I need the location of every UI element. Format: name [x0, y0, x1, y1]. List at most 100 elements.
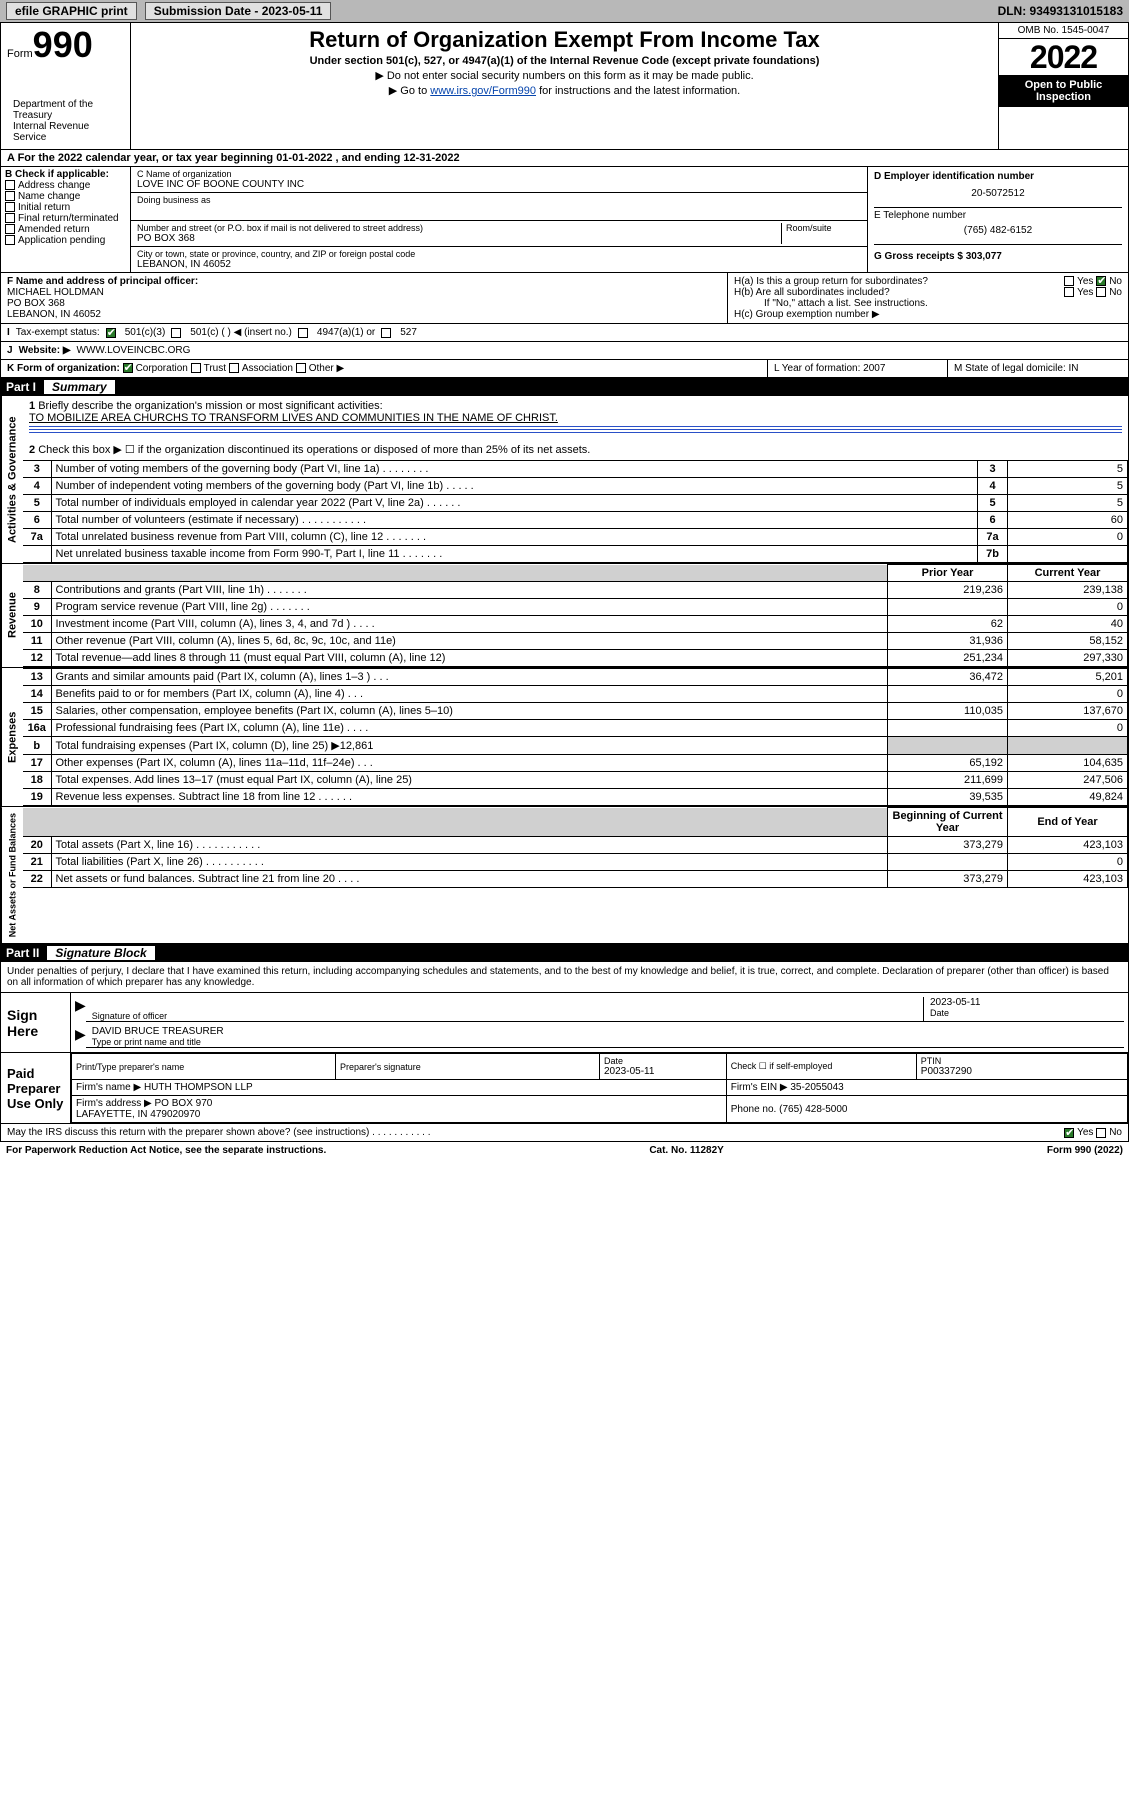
- table-row: 20Total assets (Part X, line 16) . . . .…: [23, 837, 1128, 854]
- cb-discuss-no[interactable]: [1096, 1128, 1106, 1138]
- city-label: City or town, state or province, country…: [137, 249, 861, 259]
- paid-preparer-label: Paid Preparer Use Only: [1, 1053, 71, 1123]
- note-1: ▶ Do not enter social security numbers o…: [141, 69, 988, 82]
- part-ii-bar: Part II Signature Block: [0, 944, 1129, 962]
- cb-501c3[interactable]: [106, 328, 116, 338]
- open-to-public: Open to Public Inspection: [999, 75, 1128, 107]
- officer-label: F Name and address of principal officer:: [7, 276, 721, 287]
- arrow-icon-2: ▶: [75, 1026, 86, 1048]
- footer-left: For Paperwork Reduction Act Notice, see …: [6, 1145, 326, 1156]
- mission-value: TO MOBILIZE AREA CHURCHS TO TRANSFORM LI…: [29, 412, 558, 424]
- state-domicile: M State of legal domicile: IN: [948, 360, 1128, 377]
- efile-button[interactable]: efile GRAPHIC print: [6, 2, 137, 20]
- row-i-tax-status: I Tax-exempt status: 501(c)(3) 501(c) ( …: [0, 324, 1129, 342]
- cb-corp[interactable]: [123, 363, 133, 373]
- table-row: 19Revenue less expenses. Subtract line 1…: [23, 789, 1128, 806]
- footer: For Paperwork Reduction Act Notice, see …: [0, 1142, 1129, 1159]
- pth-4: PTIN: [921, 1056, 1123, 1066]
- discuss-text: May the IRS discuss this return with the…: [7, 1127, 431, 1138]
- table-row: 11Other revenue (Part VIII, column (A), …: [23, 633, 1128, 650]
- tax-status-label: Tax-exempt status:: [16, 327, 100, 338]
- checkbox-address-change[interactable]: Address change: [5, 180, 126, 191]
- h-b: H(b) Are all subordinates included? Yes …: [734, 287, 1122, 298]
- firm-ein-label: Firm's EIN ▶: [731, 1082, 788, 1093]
- part-i-label: Part I: [6, 380, 36, 394]
- preparer-table: Print/Type preparer's name Preparer's si…: [71, 1053, 1128, 1123]
- h-c: H(c) Group exemption number ▶: [734, 309, 1122, 320]
- checkbox-final-return[interactable]: Final return/terminated: [5, 213, 126, 224]
- discuss-yes: Yes: [1077, 1127, 1093, 1138]
- revenue-section: Revenue Prior Year Current Year 8Contrib…: [0, 564, 1129, 668]
- part-ii-title: Signature Block: [47, 946, 154, 960]
- sign-here-label: Sign Here: [1, 993, 71, 1052]
- table-row: Net unrelated business taxable income fr…: [23, 546, 1128, 563]
- cb-527[interactable]: [381, 328, 391, 338]
- note-2: ▶ Go to www.irs.gov/Form990 for instruct…: [141, 84, 988, 97]
- cb-discuss-yes[interactable]: [1064, 1128, 1074, 1138]
- note2-post: for instructions and the latest informat…: [536, 85, 740, 97]
- table-row: 9Program service revenue (Part VIII, lin…: [23, 599, 1128, 616]
- phone-label: E Telephone number: [874, 210, 1122, 221]
- footer-mid: Cat. No. 11282Y: [649, 1145, 723, 1156]
- col-b-title: B Check if applicable:: [5, 169, 126, 180]
- city-value: LEBANON, IN 46052: [137, 259, 861, 270]
- ptv-4: P00337290: [921, 1066, 1123, 1077]
- cb-4947[interactable]: [298, 328, 308, 338]
- note2-pre: ▶ Go to: [389, 85, 430, 97]
- row-f-h: F Name and address of principal officer:…: [0, 273, 1129, 324]
- checkbox-application-pending[interactable]: Application pending: [5, 235, 126, 246]
- sidelabel-governance: Activities & Governance: [1, 396, 23, 563]
- net-assets-section: Net Assets or Fund Balances Beginning of…: [0, 807, 1129, 944]
- cb-assoc[interactable]: [229, 363, 239, 373]
- sig-date-value: 2023-05-11: [930, 997, 1124, 1008]
- checkbox-amended-return[interactable]: Amended return: [5, 224, 126, 235]
- firm-phone-label: Phone no.: [731, 1104, 777, 1115]
- h-b-note: If "No," attach a list. See instructions…: [734, 298, 1122, 309]
- tax-year: 2022: [999, 39, 1128, 75]
- firm-phone-value: (765) 428-5000: [779, 1104, 847, 1115]
- dln-label: DLN: 93493131015183: [998, 4, 1123, 18]
- row-klm: K Form of organization: Corporation Trus…: [0, 360, 1129, 378]
- signature-block: Under penalties of perjury, I declare th…: [0, 962, 1129, 1142]
- form-subtitle: Under section 501(c), 527, or 4947(a)(1)…: [141, 55, 988, 67]
- year-formation: L Year of formation: 2007: [768, 360, 948, 377]
- net-assets-table: Beginning of Current Year End of Year 20…: [23, 807, 1128, 888]
- sig-date-label: Date: [930, 1008, 1124, 1018]
- sig-name-value: DAVID BRUCE TREASURER: [92, 1026, 1124, 1037]
- expenses-section: Expenses 13Grants and similar amounts pa…: [0, 668, 1129, 807]
- form-title: Return of Organization Exempt From Incom…: [141, 27, 988, 53]
- website-label: Website: ▶: [19, 345, 71, 356]
- revenue-table: Prior Year Current Year 8Contributions a…: [23, 564, 1128, 667]
- table-row: 12Total revenue—add lines 8 through 11 (…: [23, 650, 1128, 667]
- table-row: 13Grants and similar amounts paid (Part …: [23, 669, 1128, 686]
- cb-trust[interactable]: [191, 363, 201, 373]
- room-label: Room/suite: [786, 223, 861, 233]
- sig-name-label: Type or print name and title: [92, 1037, 1124, 1047]
- firm-name-value: HUTH THOMPSON LLP: [144, 1082, 253, 1093]
- table-row: 15Salaries, other compensation, employee…: [23, 703, 1128, 720]
- checkbox-initial-return[interactable]: Initial return: [5, 202, 126, 213]
- instructions-link[interactable]: www.irs.gov/Form990: [430, 85, 536, 97]
- expenses-table: 13Grants and similar amounts paid (Part …: [23, 668, 1128, 806]
- table-row: 22Net assets or fund balances. Subtract …: [23, 871, 1128, 888]
- opt-501c3: 501(c)(3): [125, 327, 166, 338]
- submission-date-button[interactable]: Submission Date - 2023-05-11: [145, 2, 332, 20]
- org-name-label: C Name of organization: [137, 169, 861, 179]
- org-name-value: LOVE INC OF BOONE COUNTY INC: [137, 179, 861, 190]
- head-begin-year: Beginning of Current Year: [888, 808, 1008, 837]
- cb-501c[interactable]: [171, 328, 181, 338]
- head-current-year: Current Year: [1008, 565, 1128, 582]
- discuss-no: No: [1109, 1127, 1122, 1138]
- sidelabel-net-assets: Net Assets or Fund Balances: [1, 807, 23, 943]
- head-end-year: End of Year: [1008, 808, 1128, 837]
- form-prefix: Form: [7, 48, 33, 60]
- part-i-bar: Part I Summary: [0, 378, 1129, 396]
- head-prior-year: Prior Year: [888, 565, 1008, 582]
- line-2: Check this box ▶ ☐ if the organization d…: [38, 444, 590, 456]
- firm-name-label: Firm's name ▶: [76, 1082, 141, 1093]
- checkbox-name-change[interactable]: Name change: [5, 191, 126, 202]
- department-label: Department of the Treasury Internal Reve…: [7, 97, 124, 145]
- website-value: WWW.LOVEINCBC.ORG: [77, 345, 191, 356]
- ptv-2: 2023-05-11: [604, 1066, 722, 1077]
- cb-other[interactable]: [296, 363, 306, 373]
